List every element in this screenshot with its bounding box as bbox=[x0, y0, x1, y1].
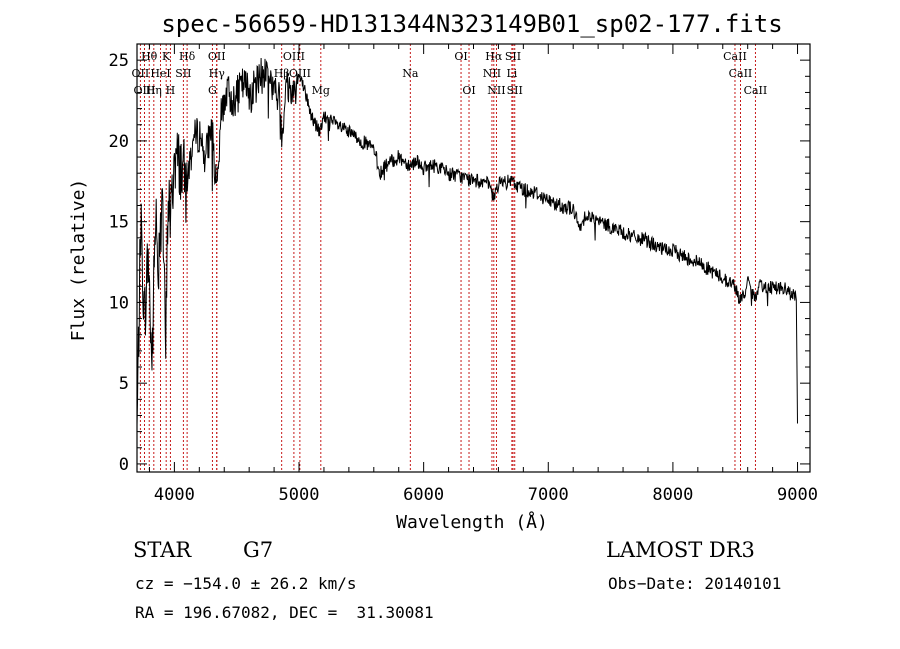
y-tick-label: 15 bbox=[109, 213, 129, 233]
spectral-line-label: OIII bbox=[133, 84, 155, 97]
y-tick-label: 20 bbox=[109, 132, 129, 152]
spectral-line-label: Hβ bbox=[274, 67, 290, 80]
line-markers bbox=[139, 44, 756, 472]
chart-title: spec-56659-HD131344N323149B01_sp02-177.f… bbox=[161, 10, 782, 38]
spectral-line-label: Hθ bbox=[141, 50, 158, 63]
spectral-line-label: Na bbox=[402, 67, 419, 80]
spectral-line-label: HeI bbox=[150, 67, 170, 80]
y-axis: 0 5 10 15 20 25 bbox=[109, 51, 810, 475]
spectral-line-label: SII bbox=[175, 67, 191, 80]
object-subclass: G7 bbox=[243, 538, 274, 562]
redshift-cz: cz = −154.0 ± 26.2 km/s bbox=[135, 574, 357, 593]
x-tick-label: 8000 bbox=[652, 485, 693, 505]
spectral-line-label: Hγ bbox=[209, 67, 226, 80]
spectral-line-label: NII bbox=[487, 84, 505, 97]
survey-name: LAMOST DR3 bbox=[606, 538, 755, 562]
x-tick-label: 9000 bbox=[777, 485, 818, 505]
observation-date: Obs−Date: 20140101 bbox=[608, 574, 782, 593]
y-tick-label: 0 bbox=[119, 455, 129, 475]
y-tick-label: 5 bbox=[119, 374, 129, 394]
spectral-line-label: G bbox=[208, 84, 217, 97]
x-tick-label: 6000 bbox=[403, 485, 444, 505]
spectral-line-label: OIII bbox=[283, 50, 305, 63]
spectral-line-label: OIII bbox=[289, 67, 311, 80]
spectral-line-label: OII bbox=[208, 50, 226, 63]
spectral-line-label: Li bbox=[506, 67, 517, 80]
spectral-line-label: CaII bbox=[744, 84, 768, 97]
spectral-line-label: Hα bbox=[485, 50, 503, 63]
x-tick-label: 7000 bbox=[528, 485, 569, 505]
spectral-line-label: OII bbox=[132, 67, 150, 80]
spectral-line-label: H bbox=[166, 84, 176, 97]
object-class: STAR bbox=[133, 538, 192, 562]
spectral-line-label: OI bbox=[454, 50, 467, 63]
x-axis-label: Wavelength (Å) bbox=[396, 511, 548, 533]
y-tick-label: 10 bbox=[109, 293, 129, 313]
spectral-line-label: Hδ bbox=[179, 50, 196, 63]
x-tick-label: 4000 bbox=[154, 485, 195, 505]
spectral-line-label: CaII bbox=[723, 50, 747, 63]
y-axis-label: Flux (relative) bbox=[68, 179, 89, 342]
spectral-line-label: SII bbox=[505, 50, 521, 63]
spectral-line-label: CaII bbox=[729, 67, 753, 80]
ra-dec: RA = 196.67082, DEC = 31.30081 bbox=[135, 603, 434, 622]
y-tick-label: 25 bbox=[109, 51, 129, 71]
spectral-line-label: NII bbox=[483, 67, 501, 80]
spectral-line-label: K bbox=[162, 50, 171, 63]
spectral-line-label: Mg bbox=[312, 84, 330, 97]
x-tick-label: 5000 bbox=[279, 485, 320, 505]
spectral-line-label: SII bbox=[507, 84, 523, 97]
x-axis: 4000 5000 6000 7000 8000 9000 bbox=[148, 44, 818, 505]
spectrum-series-line bbox=[136, 57, 798, 425]
spectral-line-label: OI bbox=[462, 84, 475, 97]
spectral-line-label: Hη bbox=[146, 84, 162, 97]
